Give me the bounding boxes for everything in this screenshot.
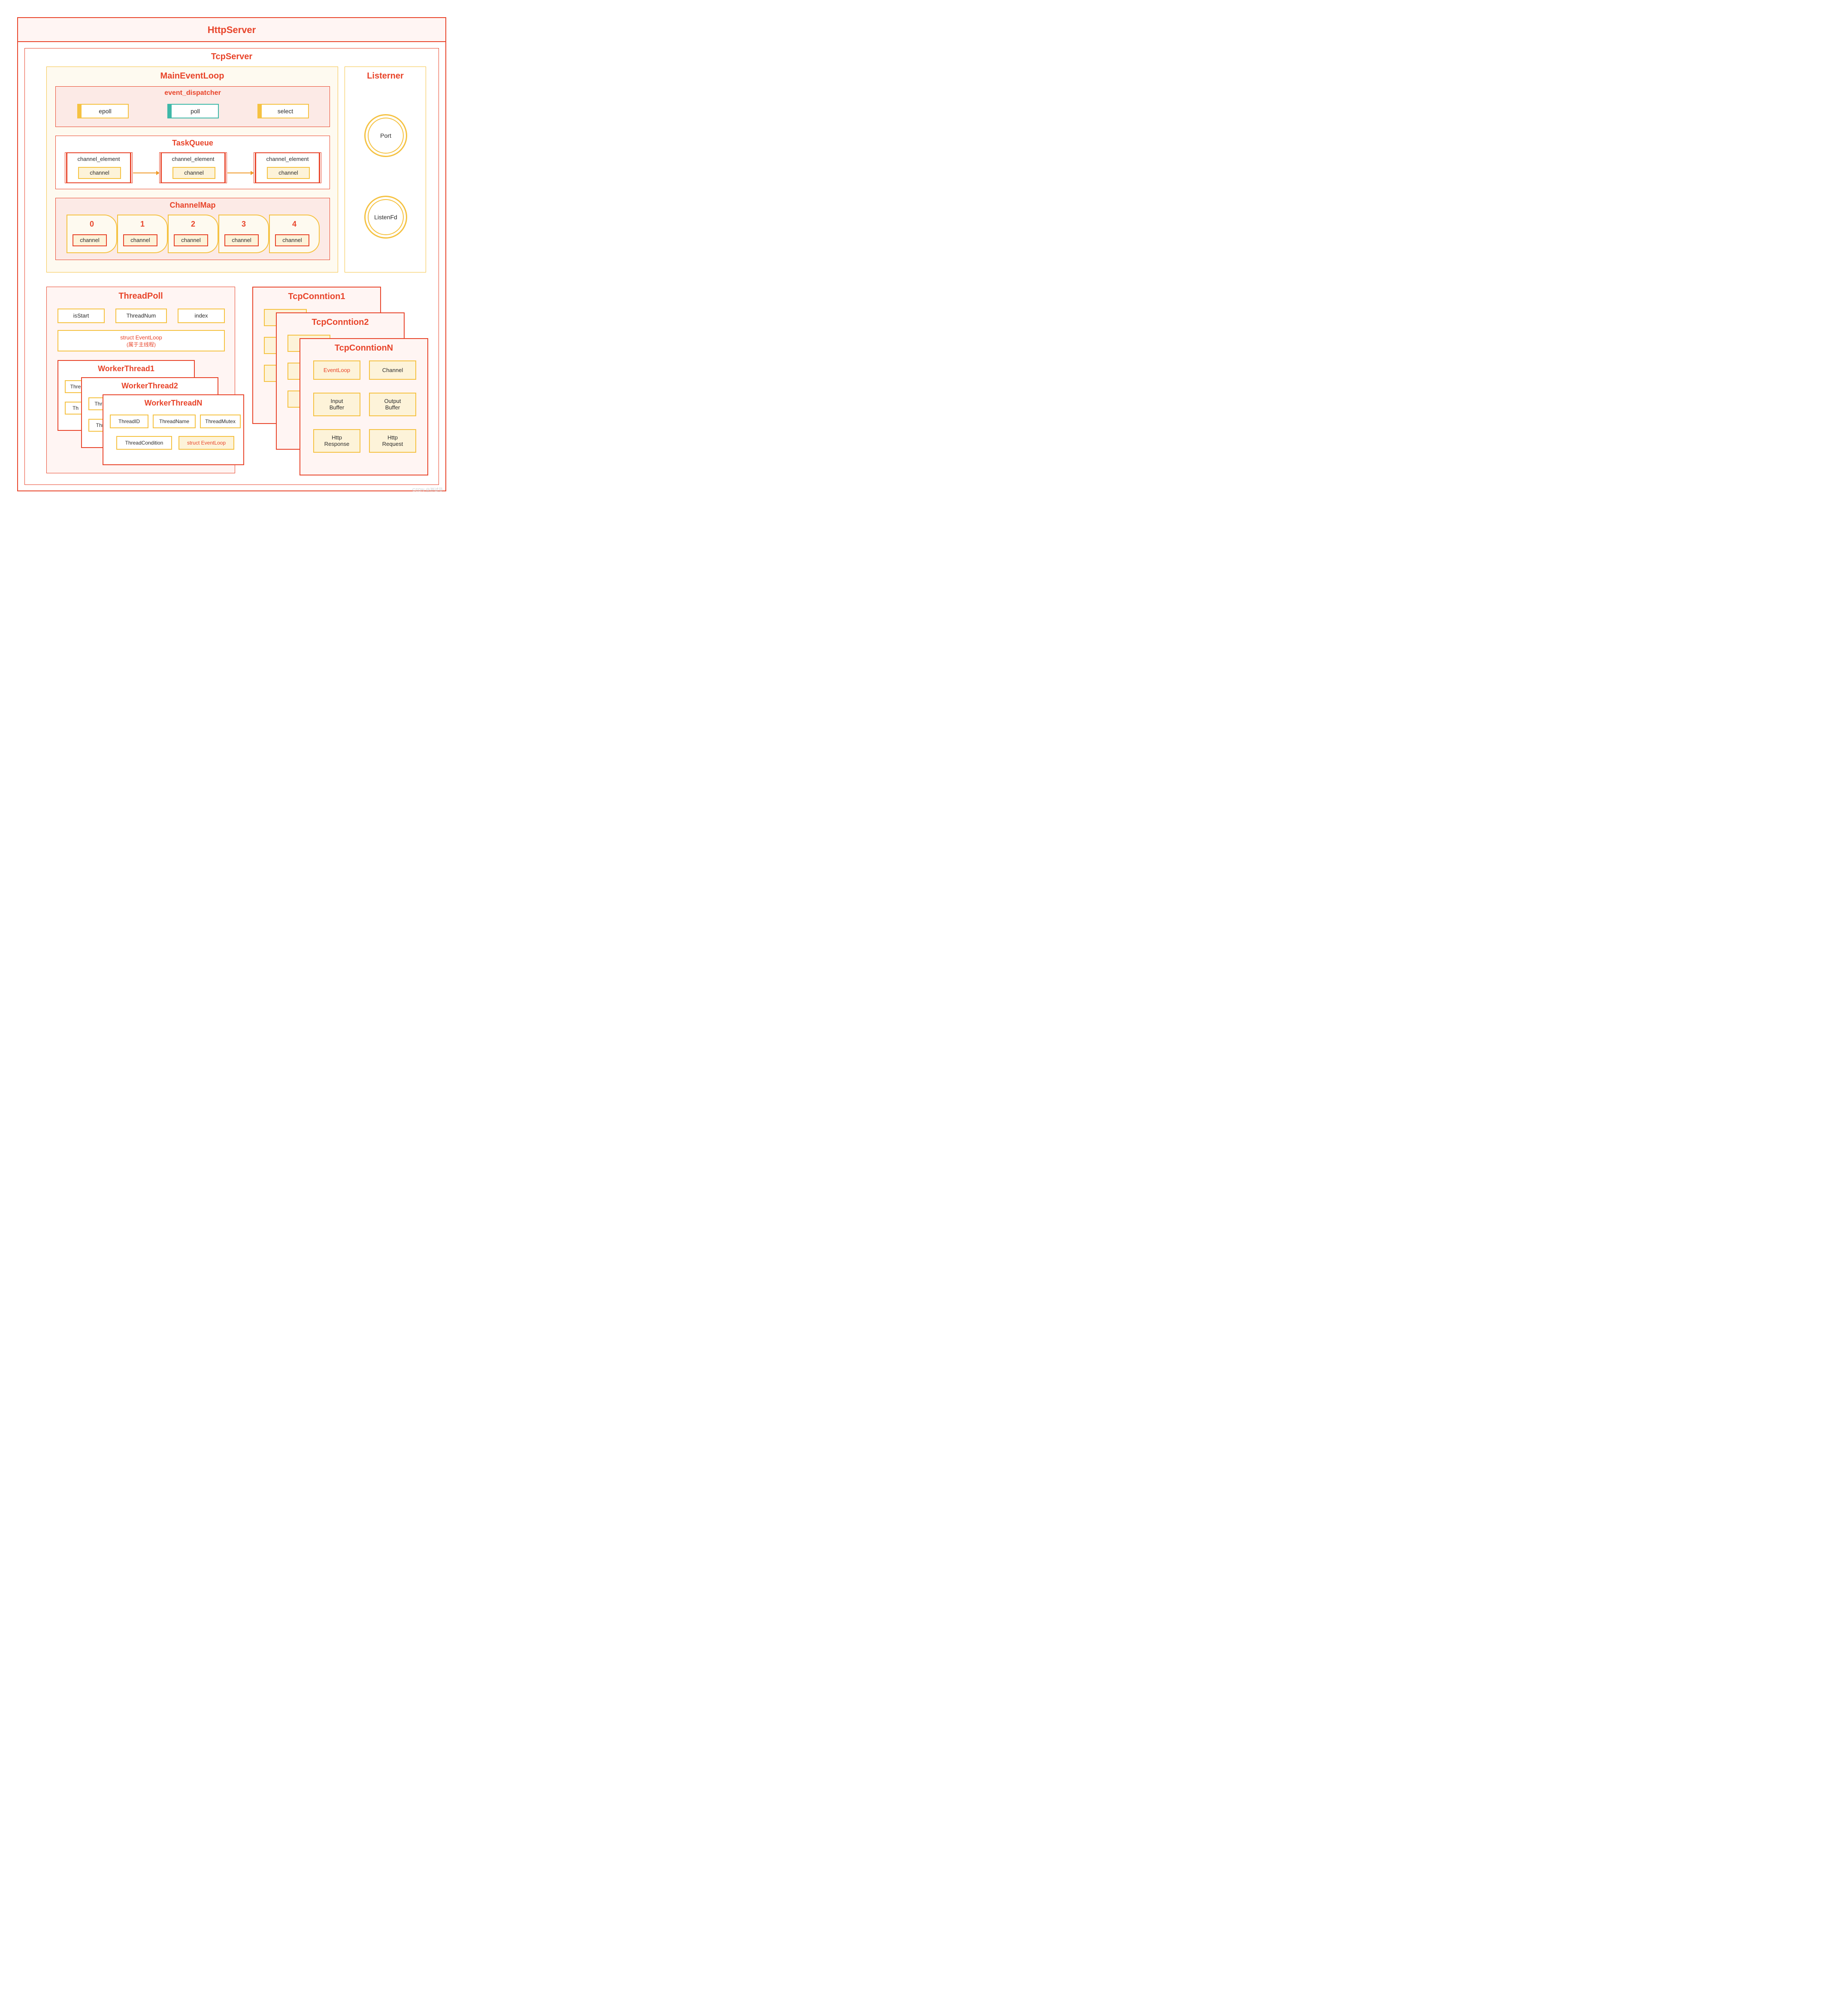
listener-title: Listerner [345, 71, 426, 81]
task-queue-box: TaskQueue channel_element channel channe [55, 136, 330, 189]
cm-item-1: 1 channel [117, 215, 168, 253]
tp-threadnum: ThreadNum [115, 309, 167, 323]
event-dispatcher-box: event_dispatcher epoll poll select [55, 86, 330, 127]
channel-element-2: channel_element channel [255, 152, 320, 183]
tcn-channel: Channel [369, 360, 416, 380]
wtn-threadname: ThreadName [153, 415, 196, 428]
cm-item-4: 4 channel [269, 215, 320, 253]
task-queue-title: TaskQueue [56, 139, 330, 148]
cm-idx-4: 4 [270, 220, 319, 229]
queue-arrow-1 [133, 170, 160, 176]
event-dispatcher-title: event_dispatcher [56, 89, 330, 97]
cm-item-2: 2 channel [168, 215, 218, 253]
worker-thread-n: WorkerThreadN ThreadID ThreadName Thread… [103, 394, 244, 465]
tcp-server-box: TcpServer MainEventLoop event_dispatcher… [24, 48, 439, 485]
wtn-threadmutex: ThreadMutex [200, 415, 241, 428]
ce1-channel: channel [172, 167, 215, 179]
ce2-channel: channel [267, 167, 310, 179]
listener-box: Listerner Port ListenFd [345, 67, 426, 272]
cm-idx-1: 1 [118, 220, 167, 229]
tcn-eventloop: EventLoop [313, 360, 360, 380]
watermark: CSDN @测试员 [412, 486, 443, 493]
thread-pool-title: ThreadPoll [47, 291, 235, 301]
tp-struct-sub: (属于主线程) [58, 341, 224, 348]
tcp-server-title: TcpServer [25, 52, 439, 62]
listenfd-circle: ListenFd [364, 196, 407, 239]
tc2-title: TcpConntion2 [277, 318, 404, 327]
tcn-outputbuffer: Output Buffer [369, 393, 416, 416]
wt1-title: WorkerThread1 [58, 364, 194, 373]
tcn-httprequest: Http Request [369, 429, 416, 453]
ce0-channel: channel [78, 167, 121, 179]
wtn-threadid: ThreadID [110, 415, 148, 428]
cm-item-3: 3 channel [218, 215, 269, 253]
select-label: select [263, 105, 308, 118]
http-server-title: HttpServer [18, 18, 445, 42]
ce0-name: channel_element [67, 156, 130, 162]
tp-struct-eventloop: struct EventLoop (属于主线程) [57, 330, 225, 351]
wtn-threadcondition: ThreadCondition [116, 436, 172, 450]
tp-isstart: isStart [57, 309, 105, 323]
queue-arrow-2 [227, 170, 254, 176]
tp-index: index [178, 309, 225, 323]
wt2-title: WorkerThread2 [82, 381, 218, 390]
tp-struct-label: struct EventLoop [58, 334, 224, 341]
cm-idx-2: 2 [169, 220, 218, 229]
port-circle: Port [364, 114, 407, 157]
poll-label: poll [172, 105, 218, 118]
epoll-label: epoll [82, 105, 128, 118]
main-event-loop-title: MainEventLoop [47, 71, 338, 81]
thread-pool-box: ThreadPoll isStart ThreadNum index struc… [46, 287, 235, 473]
tcn-inputbuffer: Input Buffer [313, 393, 360, 416]
cm-idx-0: 0 [67, 220, 116, 229]
tcn-httpresponse: Http Response [313, 429, 360, 453]
channel-element-1: channel_element channel [161, 152, 225, 183]
tc1-title: TcpConntion1 [253, 292, 380, 302]
wtn-struct-eventloop: struct EventLoop [178, 436, 234, 450]
wtn-title: WorkerThreadN [103, 399, 243, 408]
cm-item-0: 0 channel [67, 215, 117, 253]
ce2-name: channel_element [256, 156, 319, 162]
main-event-loop-box: MainEventLoop event_dispatcher epoll pol… [46, 67, 338, 272]
cm-idx-3: 3 [219, 220, 268, 229]
ce1-name: channel_element [162, 156, 224, 162]
dispatcher-poll: poll [167, 104, 219, 118]
cm-ch-0: channel [73, 234, 107, 246]
dispatcher-epoll: epoll [77, 104, 129, 118]
http-server-box: HttpServer TcpServer MainEventLoop event… [17, 17, 446, 491]
diagram-root: HttpServer TcpServer MainEventLoop event… [17, 17, 446, 493]
channel-element-0: channel_element channel [67, 152, 131, 183]
channel-map-title: ChannelMap [56, 201, 330, 210]
http-server-header: HttpServer [18, 18, 445, 42]
tcp-conn-n: TcpConntionN EventLoop Channel Input Buf… [299, 338, 428, 475]
channel-map-box: ChannelMap 0 channel 1 channel [55, 198, 330, 260]
dispatcher-select: select [257, 104, 309, 118]
tcn-title: TcpConntionN [300, 343, 427, 353]
